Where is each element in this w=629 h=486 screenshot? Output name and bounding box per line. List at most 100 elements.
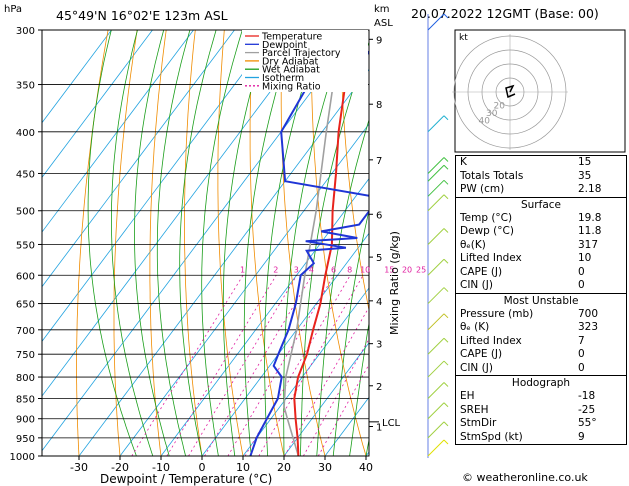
- pressure-tick-label: 300: [16, 26, 35, 37]
- index-label: Totals Totals: [460, 169, 524, 182]
- pressure-tick-label: 1000: [10, 452, 35, 463]
- plot-frame: [41, 29, 370, 457]
- km-tick-label: 3: [376, 340, 382, 351]
- wind-barb: [427, 13, 445, 31]
- wind-barb: [427, 194, 445, 212]
- most-unstable-row: θₑ (K) 323: [456, 321, 626, 335]
- km-tick-label: 7: [376, 156, 382, 167]
- pressure-tick-label: 750: [16, 350, 35, 361]
- wet-adiabat-line: [134, 30, 170, 456]
- wind-barb-flag: [443, 382, 449, 387]
- most-unstable-value: 323: [578, 321, 599, 333]
- wind-barb-flag: [443, 439, 449, 445]
- x-tick-label: 0: [199, 461, 206, 474]
- most-unstable-label: CIN (J): [460, 361, 493, 374]
- legend-label: Wet Adiabat: [262, 65, 320, 76]
- surface-title: Surface: [520, 198, 561, 211]
- hodograph-param-label: EH: [460, 390, 475, 402]
- isotherm-line: [119, 123, 369, 456]
- mixing-ratio-label: 3: [294, 265, 299, 274]
- wet-adiabat-line: [111, 30, 154, 456]
- surface-row: Lifted Index 10: [456, 252, 626, 266]
- hodograph-ring-label: 30: [486, 109, 498, 119]
- index-value: 2.18: [578, 183, 602, 195]
- pressure-tick-label: 600: [16, 271, 35, 282]
- wind-barb-flag: [443, 313, 449, 319]
- surface-value: 10: [578, 252, 592, 264]
- x-tick-label: -10: [152, 461, 170, 474]
- surface-row: Dewp (°C) 11.8: [456, 225, 626, 239]
- km-tick-label: 1: [376, 422, 382, 433]
- isotherm-line: [42, 30, 235, 288]
- wind-barb: [427, 258, 445, 276]
- x-tick-label: 40: [359, 461, 373, 474]
- wind-barb: [427, 360, 445, 378]
- hodograph-param-value: -25: [578, 403, 596, 416]
- isotherm-line: [42, 30, 276, 342]
- credit-text: © weatheronline.co.uk: [462, 471, 588, 484]
- wind-barb-flag: [443, 115, 449, 121]
- indices-panel: K 15 Totals Totals 35 PW (cm) 2.18 Surface Te…: [455, 155, 627, 445]
- legend-label: Mixing Ratio: [262, 81, 321, 92]
- index-label: PW (cm): [460, 183, 505, 195]
- legend-label: Isotherm: [262, 73, 304, 84]
- wind-barb: [427, 164, 445, 182]
- pressure-tick-label: 800: [16, 373, 35, 384]
- isotherm-line: [42, 30, 112, 124]
- surface-label: CIN (J): [460, 279, 493, 291]
- wind-barb-flag: [443, 194, 449, 200]
- index-label: K: [460, 156, 467, 168]
- wind-barb-flag: [443, 228, 449, 233]
- wet-adiabat-line: [201, 30, 243, 456]
- surface-table: Surface Temp (°C) 19.8 Dewp (°C) 11.8 θₑ(K) 3…: [455, 197, 627, 294]
- mixing-ratio-label: 10: [360, 265, 370, 274]
- isotherm-line: [78, 68, 369, 456]
- pressure-tick-label: 350: [16, 81, 35, 92]
- pressure-tick-label: 950: [16, 434, 35, 445]
- surface-label: CAPE (J): [460, 265, 503, 278]
- hodograph-param-value: 55°: [578, 417, 597, 429]
- most-unstable-row: Pressure (mb) 700: [456, 308, 626, 322]
- isotherm-line: [42, 30, 153, 178]
- wet-adiabat-line: [156, 30, 191, 456]
- wind-barb-flag: [443, 179, 449, 185]
- surface-label: Dewp (°C): [460, 225, 514, 237]
- wind-barb: [427, 287, 445, 304]
- hpa-unit: hPa: [4, 4, 22, 15]
- mixing-ratio-line: [131, 275, 244, 456]
- wind-barb: [427, 439, 445, 457]
- wind-barb-flag: [443, 421, 449, 427]
- most-unstable-row: CAPE (J) 0: [456, 348, 626, 362]
- wind-barb-flag: [443, 157, 449, 162]
- most-unstable-value: 7: [578, 334, 585, 347]
- index-value: 15: [578, 156, 592, 168]
- mixing-ratio-label: 20: [402, 265, 412, 274]
- temperature-line: [293, 30, 351, 456]
- most-unstable-table: Most Unstable Pressure (mb) 700 θₑ (K) 323 L…: [455, 293, 627, 376]
- wind-barb-flag: [443, 402, 449, 408]
- surface-value: 0: [578, 265, 585, 278]
- location-title: 45°49'N 16°02'E 123m ASL: [56, 8, 228, 23]
- wind-barb: [427, 115, 445, 133]
- pressure-tick-label: 700: [16, 326, 35, 337]
- index-value: 35: [578, 169, 592, 182]
- parcel-trajectory-line: [283, 30, 342, 456]
- wet-adiabat-line: [243, 30, 296, 456]
- wind-barb-flag: [443, 164, 449, 170]
- surface-row: CIN (J) 0: [456, 279, 626, 293]
- most-unstable-label: Lifted Index: [460, 334, 522, 347]
- surface-value: 19.8: [578, 211, 602, 224]
- wind-barb-flag: [443, 337, 449, 343]
- mixing-ratio-label: 4: [309, 265, 314, 274]
- wind-barb: [427, 228, 445, 245]
- hodograph-param-value: -18: [578, 390, 596, 402]
- x-tick-label: -30: [70, 461, 88, 474]
- x-tick-label: -20: [111, 461, 129, 474]
- surface-row: CAPE (J) 0: [456, 266, 626, 280]
- pressure-tick-label: 550: [16, 240, 35, 251]
- hodograph-param-row: StmSpd (kt) 9: [456, 431, 626, 445]
- isotherm-line: [42, 30, 317, 397]
- wind-barb: [427, 402, 445, 420]
